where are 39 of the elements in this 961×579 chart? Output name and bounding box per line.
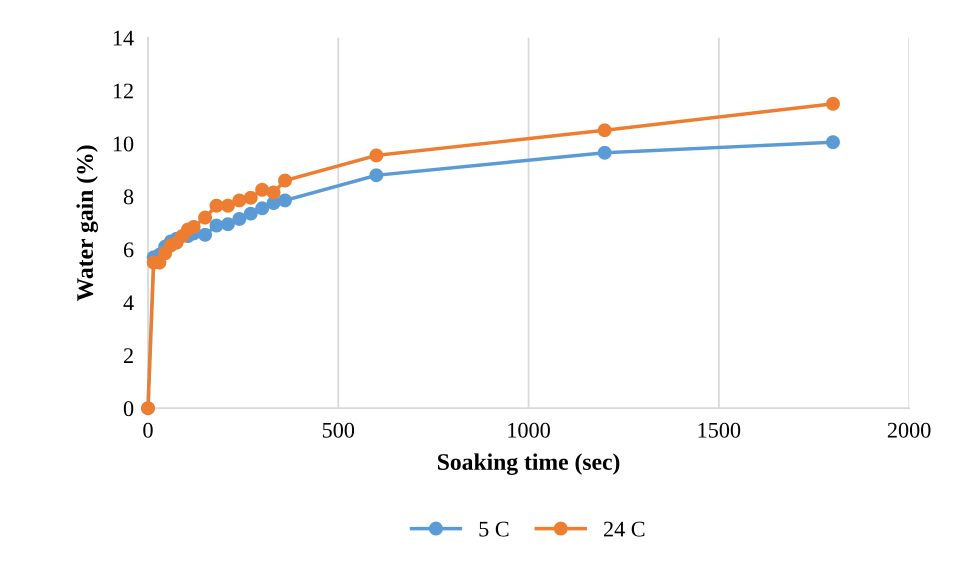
y-tick-label: 10: [114, 136, 134, 152]
x-tick-label: 500: [322, 422, 354, 438]
point: [826, 135, 840, 150]
x-tick-label: 2000: [888, 422, 930, 438]
legend-label: 5 C: [479, 522, 508, 537]
point: [244, 190, 258, 205]
point: [220, 217, 235, 232]
y-tick-label: 4: [123, 295, 134, 310]
legend-label: 24 C: [604, 522, 644, 537]
point: [266, 186, 281, 200]
point: [369, 168, 384, 182]
point: [255, 201, 270, 216]
point: [278, 174, 292, 188]
y-tick-label: 2: [124, 348, 133, 363]
point: [244, 206, 258, 221]
point: [255, 182, 270, 197]
point: [598, 146, 612, 160]
y-tick-label: 12: [114, 84, 133, 98]
x-axis-title: Soaking time (sec): [438, 453, 620, 475]
y-tick-label: 8: [124, 189, 134, 204]
point: [210, 198, 224, 213]
x-tick-label: 1000: [508, 422, 550, 438]
point: [826, 96, 840, 111]
y-tick-label: 0: [124, 401, 134, 416]
x-tick-label: 0: [143, 422, 153, 438]
point: [598, 123, 612, 138]
point: [369, 148, 384, 162]
point: [220, 198, 235, 213]
point: [232, 193, 246, 208]
point: [232, 212, 246, 226]
point: [210, 218, 224, 233]
point: [186, 220, 201, 234]
y-tick-label: 14: [114, 30, 134, 46]
point: [278, 193, 292, 208]
point: [198, 210, 212, 225]
point: [198, 228, 212, 242]
y-tick-label: 6: [124, 242, 134, 258]
y-axis-title: Water gain (%): [76, 145, 98, 302]
x-tick-label: 1500: [698, 422, 740, 438]
